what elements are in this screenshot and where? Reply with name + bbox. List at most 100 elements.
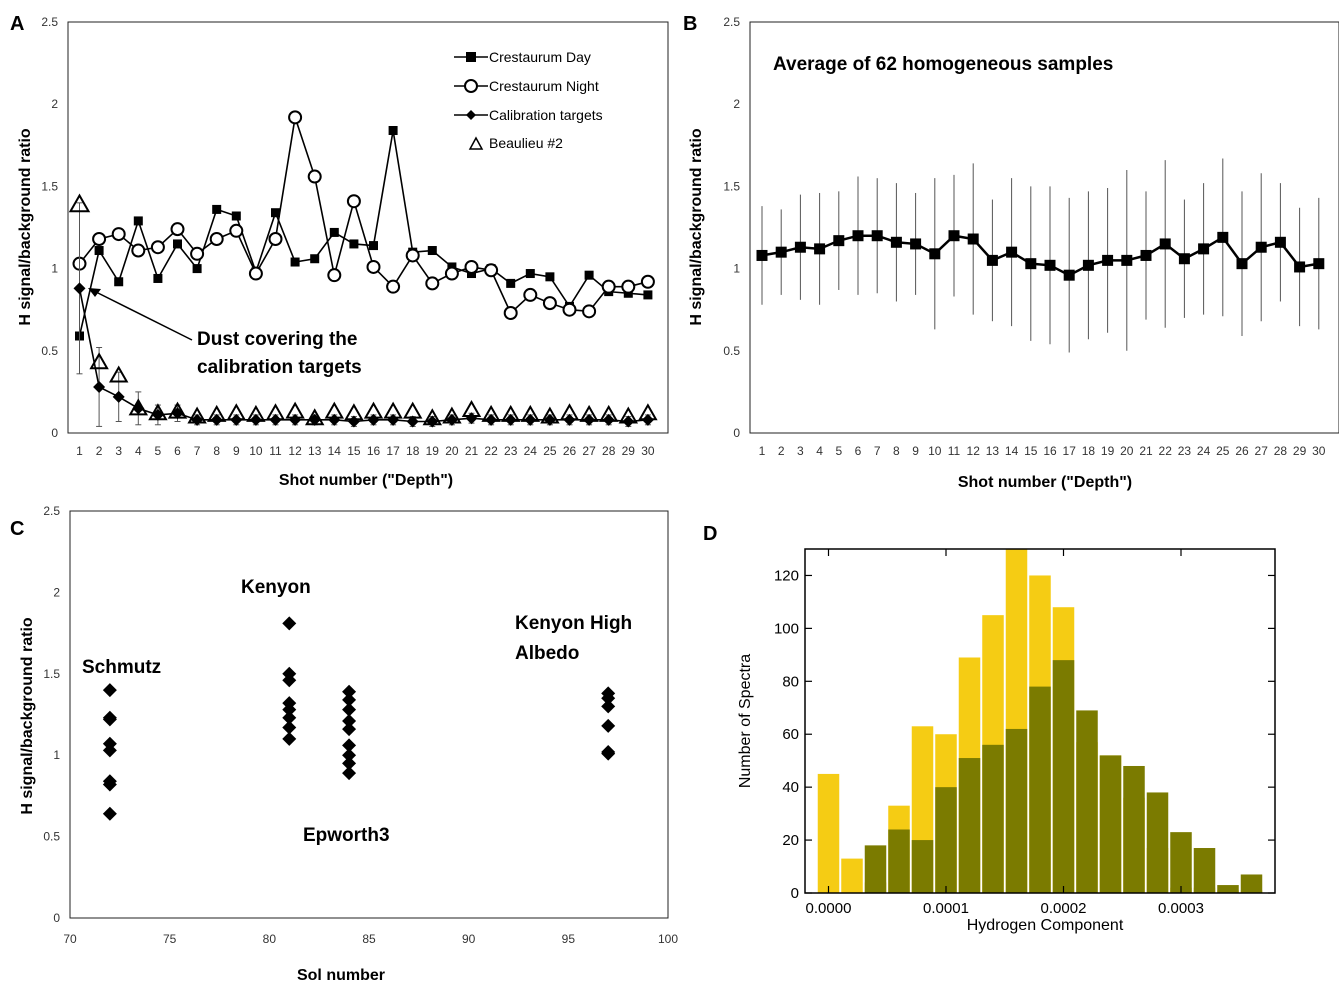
panel-c-point <box>601 691 616 706</box>
panel-d-x-tick-label: 0.0002 <box>1041 900 1087 917</box>
panel-a-plot-frame <box>67 21 669 434</box>
panel-a-point <box>542 296 557 311</box>
panel-b-y-tick-label: 2.5 <box>723 15 740 29</box>
panel-c-point <box>342 738 357 753</box>
panel-a-point <box>584 270 594 280</box>
panel-a-x-tick-label: 16 <box>367 444 381 458</box>
panel-d-y-tick-label: 100 <box>774 620 799 637</box>
panel-a-x-tick-label: 5 <box>155 444 162 458</box>
dust-arrow-line <box>95 291 193 341</box>
panel-a-point <box>150 240 165 255</box>
panel-c-y-tick-label: 0.5 <box>43 830 60 844</box>
panel-c-point <box>342 756 357 771</box>
panel-b: B 00.511.522.5 1 2 3 4 5 6 7 8 9 10 11 12 13 14 15 16 17… <box>683 13 1339 491</box>
panel-a-x-tick-label: 13 <box>308 444 322 458</box>
panel-a-x-tick-label: 17 <box>386 444 400 458</box>
panel-b-point <box>1313 258 1325 270</box>
panel-a-point <box>386 279 401 294</box>
panel-c-y-tick-label: 2.5 <box>43 504 60 518</box>
label-schmutz: Schmutz <box>82 657 161 678</box>
panel-c-x-tick-label: 95 <box>562 932 576 946</box>
panel-a-point <box>601 279 616 294</box>
dust-annotation-line2: calibration targets <box>197 357 362 378</box>
label-epworth3: Epworth3 <box>303 825 390 846</box>
panel-b-y-tick-label: 1.5 <box>723 179 740 193</box>
panel-d-bar <box>864 845 887 893</box>
panel-a: A 00.511.522.5 1 2 3 4 5 6 7 8 9 10 11 12 13 14 15 16 17… <box>10 13 669 489</box>
panel-d-bar <box>1005 728 1028 893</box>
panel-b-y-tick-label: 0 <box>733 426 740 440</box>
dust-annotation: Dust covering the calibration targets <box>88 288 362 378</box>
legend-calibration-marker <box>466 110 476 120</box>
panel-b-point <box>1006 246 1018 258</box>
panel-c-point <box>342 702 357 717</box>
panel-c-point <box>342 684 357 699</box>
panel-a-point <box>545 272 555 282</box>
panel-c-point <box>102 777 117 792</box>
panel-a-x-tick-label: 7 <box>194 444 201 458</box>
panel-b-x-tick-label: 26 <box>1235 444 1249 458</box>
panel-b-x-tick-label: 14 <box>1005 444 1019 458</box>
panel-a-point <box>329 227 339 237</box>
panel-b-point <box>1294 261 1306 273</box>
panel-b-label: B <box>683 13 697 35</box>
panel-a-y-tick-label: 2.5 <box>41 15 58 29</box>
panel-b-point <box>986 254 998 266</box>
panel-a-point <box>598 404 619 422</box>
panel-b-x-tick-label: 12 <box>967 444 981 458</box>
panel-a-point <box>226 403 247 421</box>
panel-a-point <box>192 264 202 274</box>
legend-crestaurum-day-marker <box>466 52 476 62</box>
panel-a-point <box>131 243 146 258</box>
panel-a-point <box>504 413 517 426</box>
panel-a-point <box>367 413 380 426</box>
panel-d-bar <box>958 758 981 893</box>
panel-a-y-axis-label: H signal/background ratio <box>17 128 34 326</box>
panel-a-x-tick-label: 28 <box>602 444 616 458</box>
panel-a-point <box>422 408 443 426</box>
panel-b-x-tick-label: 18 <box>1082 444 1096 458</box>
panel-a-point <box>92 232 107 247</box>
panel-d-y-tick-label: 120 <box>774 567 799 584</box>
panel-b-x-tick-label: 6 <box>855 444 862 458</box>
panel-d-bar <box>1193 848 1216 893</box>
panel-b-point <box>794 241 806 253</box>
panel-d-bar <box>888 829 910 893</box>
panel-b-point <box>948 230 960 242</box>
label-albedo: Albedo <box>515 643 579 664</box>
panel-c-x-tick-label: 80 <box>263 932 277 946</box>
panel-a-point <box>540 406 560 424</box>
panel-a-point <box>481 404 501 422</box>
panel-b-x-tick-label: 1 <box>759 444 766 458</box>
panel-b-x-tick-label: 21 <box>1139 444 1153 458</box>
panel-a-series <box>68 110 658 428</box>
panel-c-point <box>342 766 357 781</box>
panel-a-y-tick-label: 0 <box>51 426 58 440</box>
panel-d-bar <box>1217 885 1239 893</box>
panel-b-point <box>1121 254 1133 266</box>
panel-c-point <box>601 746 616 761</box>
panel-d-bar <box>1099 755 1122 893</box>
panel-b-x-tick-label: 13 <box>986 444 1000 458</box>
panel-b-plot-frame <box>749 21 1339 434</box>
panel-b-x-axis-label: Shot number ("Depth") <box>958 474 1132 491</box>
panel-a-line-crestaurum-day <box>78 130 648 337</box>
panel-a-point <box>485 413 498 426</box>
panel-a-point <box>461 399 482 417</box>
panel-a-point <box>327 268 342 283</box>
panel-a-x-tick-label: 14 <box>328 444 342 458</box>
panel-a-point <box>212 204 222 214</box>
panel-b-x-tick-label: 16 <box>1043 444 1057 458</box>
panel-b-x-tick-label: 28 <box>1274 444 1288 458</box>
panel-d-y-axis-label: Number of Spectra <box>737 654 754 788</box>
panel-b-point <box>1217 231 1229 243</box>
panel-b-point <box>1274 236 1286 248</box>
panel-d-bar <box>1076 710 1098 893</box>
panel-b-point <box>814 243 826 255</box>
panel-b-x-tick-label: 10 <box>928 444 942 458</box>
panel-a-point <box>231 211 241 221</box>
panel-b-point <box>1082 259 1094 271</box>
panel-b-point <box>890 236 902 248</box>
panel-a-point <box>148 403 168 421</box>
